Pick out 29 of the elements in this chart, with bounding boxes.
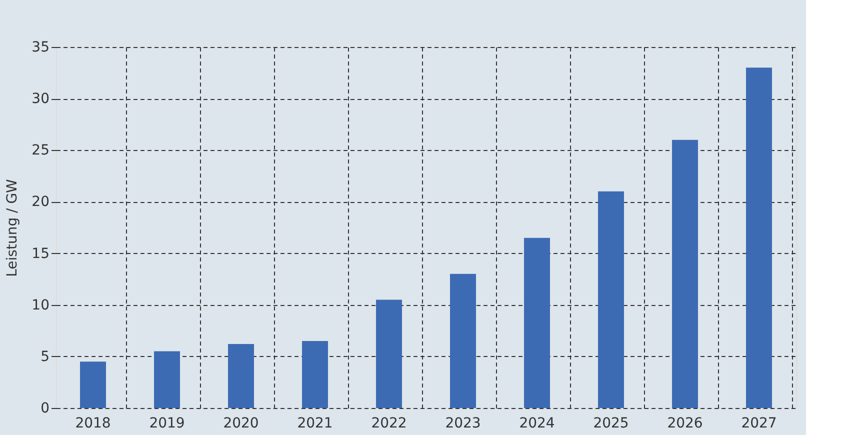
bar [524,238,550,408]
bar [80,362,106,408]
bar [302,340,328,408]
x-tick-label: 2019 [149,416,185,432]
y-tick-label: 10 [32,297,50,314]
x-tick-label: 2026 [667,416,703,432]
x-tick-label: 2020 [223,416,259,432]
bar [154,351,180,408]
x-tick-label: 2023 [445,416,481,432]
y-tick-label: 15 [32,246,50,262]
bar [450,274,476,408]
y-tick-label: 30 [32,91,50,108]
x-tick-label: 2018 [75,416,111,432]
x-tick-label: 2024 [519,416,555,432]
x-tick-label: 2022 [371,416,407,432]
bar [228,344,254,408]
y-tick-label: 20 [32,194,50,210]
y-tick-label: 5 [40,348,50,365]
bar [376,300,402,408]
bar [598,191,624,408]
y-tick-label: 25 [32,142,50,159]
x-tick-label: 2025 [593,416,629,432]
y-tick-label: 0 [40,400,50,416]
y-tick-label: 35 [32,40,50,56]
bar [672,140,698,408]
bar [746,68,772,408]
x-tick-label: 2027 [741,416,777,432]
y-axis-title: Leistung / GW [4,178,21,277]
x-tick-label: 2021 [297,416,333,432]
